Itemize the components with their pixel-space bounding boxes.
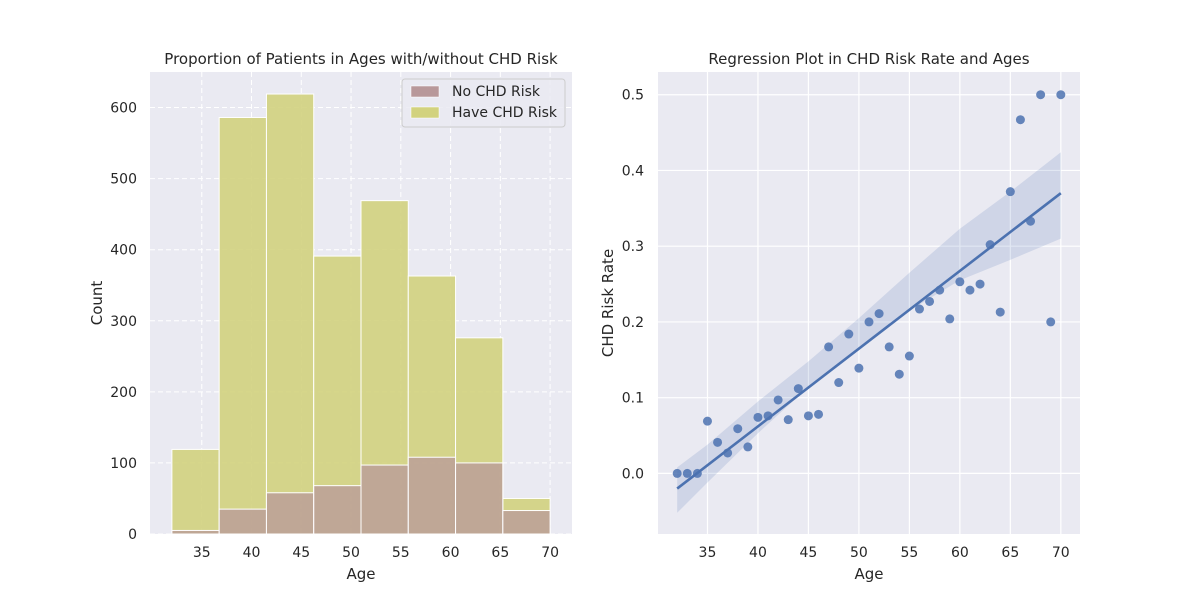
scatter-point bbox=[1036, 90, 1046, 100]
histogram-x-ticks: 35 40 45 50 55 60 65 70 bbox=[193, 545, 559, 561]
histogram-x-tick-label: 70 bbox=[541, 545, 559, 561]
scatter-point bbox=[995, 307, 1005, 317]
bar-have-chd-risk bbox=[265, 93, 315, 535]
scatter-point bbox=[874, 309, 884, 319]
histogram-x-tick-label: 35 bbox=[193, 545, 211, 561]
scatter-point bbox=[824, 342, 834, 352]
bar-no-chd-risk bbox=[502, 510, 551, 535]
scatter-point bbox=[884, 342, 894, 352]
histogram-x-tick-label: 60 bbox=[442, 545, 460, 561]
scatter-point bbox=[1015, 115, 1025, 125]
regression-x-ticks: 35 40 45 50 55 60 65 70 bbox=[699, 545, 1070, 561]
confidence-band bbox=[677, 152, 1061, 513]
regression-x-tick-label: 50 bbox=[850, 545, 868, 561]
bar-no-chd-risk bbox=[313, 485, 362, 535]
histogram-x-tick-label: 55 bbox=[392, 545, 410, 561]
histogram-x-tick-label: 50 bbox=[342, 545, 360, 561]
regression-y-tick-label: 0.1 bbox=[622, 391, 644, 407]
legend-swatch-have-chd-risk bbox=[410, 106, 440, 119]
scatter-point bbox=[945, 314, 955, 324]
bar-no-chd-risk bbox=[265, 492, 315, 535]
regression-y-tick-label: 0.4 bbox=[622, 163, 644, 179]
regression-x-tick-label: 55 bbox=[900, 545, 918, 561]
scatter-point bbox=[733, 424, 743, 434]
scatter-point bbox=[783, 415, 793, 425]
bar-have-chd-risk bbox=[171, 448, 220, 535]
scatter-point bbox=[753, 412, 763, 422]
scatter-point bbox=[955, 277, 965, 287]
scatter-point bbox=[914, 304, 924, 314]
scatter-point bbox=[702, 416, 712, 426]
scatter-point bbox=[713, 437, 723, 447]
scatter-point bbox=[904, 351, 914, 361]
scatter-point bbox=[814, 409, 824, 419]
scatter-point bbox=[672, 468, 682, 478]
bar-no-chd-risk bbox=[218, 508, 267, 535]
scatter-point bbox=[844, 329, 854, 339]
histogram-bars bbox=[171, 93, 551, 535]
scatter-point bbox=[773, 395, 783, 405]
legend-label-no-chd-risk: No CHD Risk bbox=[452, 84, 541, 100]
scatter-point bbox=[965, 285, 975, 295]
scatter-point bbox=[793, 384, 803, 394]
histogram-title: Proportion of Patients in Ages with/with… bbox=[164, 50, 558, 68]
scatter-point bbox=[682, 468, 692, 478]
regression-title: Regression Plot in CHD Risk Rate and Age… bbox=[708, 50, 1029, 68]
histogram-y-tick-label: 100 bbox=[110, 456, 137, 472]
regression-x-tick-label: 65 bbox=[1001, 545, 1019, 561]
histogram-y-ticks: 0 100 200 300 400 500 600 bbox=[110, 101, 137, 543]
histogram-y-tick-label: 200 bbox=[110, 385, 137, 401]
regression-line bbox=[676, 192, 1062, 490]
regression-x-tick-label: 60 bbox=[951, 545, 969, 561]
scatter-point bbox=[1046, 317, 1056, 327]
histogram-y-tick-label: 0 bbox=[128, 527, 137, 543]
regression-y-tick-label: 0.0 bbox=[622, 466, 644, 482]
regression-y-axis-label: CHD Risk Rate bbox=[599, 249, 617, 357]
regression-y-ticks: 0.0 0.1 0.2 0.3 0.4 0.5 bbox=[622, 88, 644, 483]
regression-panel: 35 40 45 50 55 60 65 70 0.0 0.1 0.2 0.3 0.4 0.5 Regr… bbox=[599, 50, 1080, 583]
histogram-x-axis-label: Age bbox=[346, 565, 375, 583]
regression-y-tick-label: 0.2 bbox=[622, 315, 644, 331]
regression-x-tick-label: 35 bbox=[699, 545, 717, 561]
scatter-point bbox=[1056, 90, 1066, 100]
regression-line-group bbox=[676, 192, 1062, 490]
regression-y-tick-label: 0.3 bbox=[622, 239, 644, 255]
regression-x-tick-label: 70 bbox=[1052, 545, 1070, 561]
scatter-point bbox=[925, 296, 935, 306]
scatter-point bbox=[864, 317, 874, 327]
histogram-y-tick-label: 400 bbox=[110, 243, 137, 259]
legend-swatch-no-chd-risk bbox=[410, 85, 440, 98]
histogram-y-tick-label: 300 bbox=[110, 314, 137, 330]
histogram-y-tick-label: 500 bbox=[110, 172, 137, 188]
regression-points bbox=[672, 90, 1066, 478]
histogram-legend: No CHD Risk Have CHD Risk bbox=[401, 78, 566, 128]
scatter-point bbox=[894, 369, 904, 379]
histogram-y-axis-label: Count bbox=[88, 281, 106, 326]
scatter-point bbox=[803, 411, 813, 421]
histogram-x-tick-label: 45 bbox=[292, 545, 310, 561]
legend-label-have-chd-risk: Have CHD Risk bbox=[452, 105, 558, 121]
bar-no-chd-risk bbox=[360, 464, 409, 535]
histogram-x-tick-label: 65 bbox=[491, 545, 509, 561]
regression-confidence-band bbox=[677, 152, 1061, 513]
bar-have-chd-risk bbox=[218, 116, 267, 535]
scatter-point bbox=[1005, 187, 1015, 197]
scatter-point bbox=[834, 378, 844, 388]
regression-x-axis-label: Age bbox=[854, 565, 883, 583]
histogram-y-tick-label: 600 bbox=[110, 101, 137, 117]
histogram-panel: 35 40 45 50 55 60 65 70 0 100 200 300 400 500 600 Pro… bbox=[88, 50, 572, 583]
regression-x-tick-label: 45 bbox=[800, 545, 818, 561]
scatter-point bbox=[854, 363, 864, 373]
regression-y-tick-label: 0.5 bbox=[622, 88, 644, 104]
regression-x-tick-label: 40 bbox=[749, 545, 767, 561]
regression-gridlines bbox=[658, 72, 1080, 534]
bar-no-chd-risk bbox=[455, 462, 504, 535]
scatter-point bbox=[743, 442, 753, 452]
legend-box bbox=[401, 78, 566, 128]
bar-no-chd-risk bbox=[407, 456, 457, 535]
scatter-point bbox=[975, 279, 985, 289]
histogram-x-tick-label: 40 bbox=[243, 545, 261, 561]
bar-no-chd-risk bbox=[171, 529, 220, 535]
